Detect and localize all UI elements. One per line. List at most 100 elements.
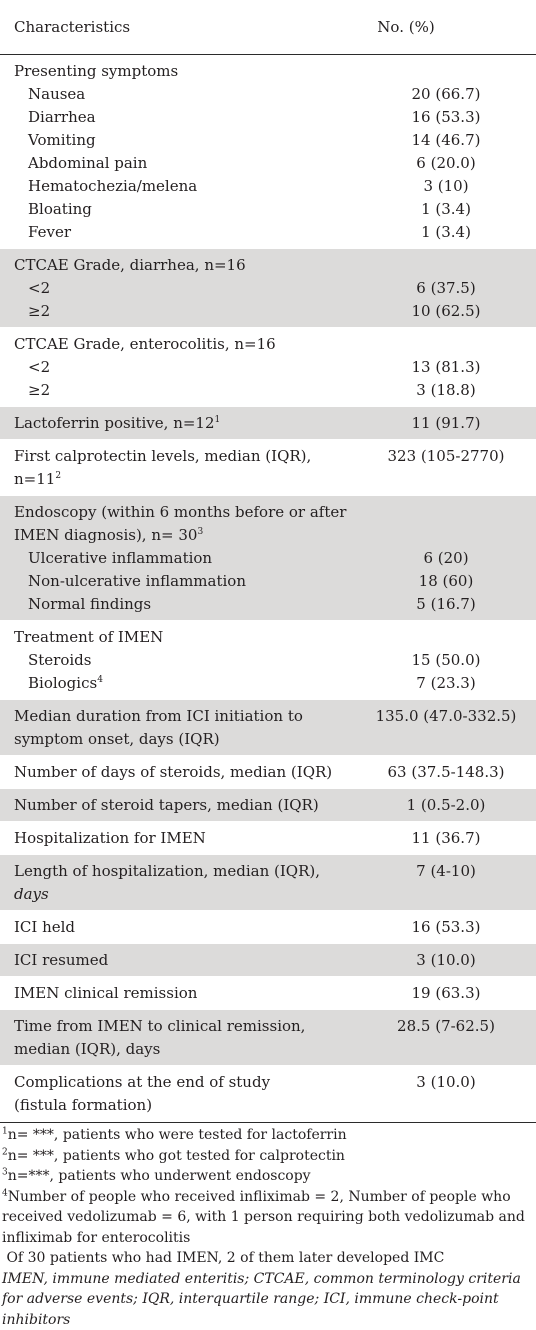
row-label: Hematochezia/melena <box>0 175 356 198</box>
header-count-percent: No. (%) <box>316 18 536 36</box>
table-row: CTCAE Grade, diarrhea, n=16 <box>0 254 536 277</box>
footnote-text: IMEN, immune mediated enteritis; CTCAE, … <box>2 1271 525 1328</box>
row-label: Presenting symptoms <box>0 60 356 83</box>
row-label: <2 <box>0 356 356 379</box>
row-label: (fistula formation) <box>0 1094 356 1117</box>
footnote-text: n= ***, patients who got tested for calp… <box>8 1148 345 1164</box>
row-value: 323 (105-2770) <box>356 445 536 468</box>
footnotes: 1n= ***, patients who were tested for la… <box>0 1122 536 1330</box>
row-label: Bloating <box>0 198 356 221</box>
row-label: Normal findings <box>0 593 356 616</box>
table-section: First calprotectin levels, median (IQR),… <box>0 440 536 496</box>
row-value: 3 (18.8) <box>356 379 536 402</box>
row-label: symptom onset, days (IQR) <box>0 728 356 751</box>
row-label: Abdominal pain <box>0 152 356 175</box>
row-label: Lactoferrin positive, n=121 <box>0 412 356 435</box>
footnote: 2n= ***, patients who got tested for cal… <box>2 1146 536 1167</box>
row-label: Vomiting <box>0 129 356 152</box>
row-label: CTCAE Grade, diarrhea, n=16 <box>0 254 356 277</box>
row-label: Number of days of steroids, median (IQR) <box>0 761 356 784</box>
row-label: Diarrhea <box>0 106 356 129</box>
row-value: 13 (81.3) <box>356 356 536 379</box>
characteristics-table: Characteristics No. (%) Presenting sympt… <box>0 0 536 1122</box>
table-row: median (IQR), days <box>0 1038 536 1061</box>
table-section: Number of days of steroids, median (IQR)… <box>0 756 536 789</box>
footnote-marker: 2 <box>55 471 61 481</box>
footnote-marker: 3 <box>197 527 203 537</box>
table-section: Endoscopy (within 6 months before or aft… <box>0 496 536 621</box>
row-value: 7 (23.3) <box>356 672 536 695</box>
table-section: Length of hospitalization, median (IQR),… <box>0 855 536 911</box>
table-row: First calprotectin levels, median (IQR),… <box>0 445 536 491</box>
table-row: Endoscopy (within 6 months before or aft… <box>0 501 536 524</box>
row-label: Endoscopy (within 6 months before or aft… <box>0 501 356 524</box>
table-row: symptom onset, days (IQR) <box>0 728 536 751</box>
row-value: 14 (46.7) <box>356 129 536 152</box>
footnote: IMEN, immune mediated enteritis; CTCAE, … <box>2 1269 536 1330</box>
row-value: 28.5 (7-62.5) <box>356 1015 536 1038</box>
footnote-text: Number of people who received infliximab… <box>2 1189 529 1246</box>
row-label: ICI resumed <box>0 949 356 972</box>
row-value: 19 (63.3) <box>356 982 536 1005</box>
row-label: First calprotectin levels, median (IQR),… <box>0 445 356 491</box>
footnote-text: n= ***, patients who were tested for lac… <box>8 1127 347 1143</box>
footnote: Of 30 patients who had IMEN, 2 of them l… <box>2 1248 536 1269</box>
row-label: Ulcerative inflammation <box>0 547 356 570</box>
footnote-text: Of 30 patients who had IMEN, 2 of them l… <box>2 1250 444 1266</box>
row-label: Steroids <box>0 649 356 672</box>
row-label: Time from IMEN to clinical remission, <box>0 1015 356 1038</box>
row-label: Hospitalization for IMEN <box>0 827 356 850</box>
row-label: Complications at the end of study <box>0 1071 356 1094</box>
row-value: 135.0 (47.0-332.5) <box>356 705 536 728</box>
row-value: 11 (36.7) <box>356 827 536 850</box>
row-value: 3 (10) <box>356 175 536 198</box>
row-value: 16 (53.3) <box>356 106 536 129</box>
row-label: ICI held <box>0 916 356 939</box>
row-value: 15 (50.0) <box>356 649 536 672</box>
row-value: 6 (37.5) <box>356 277 536 300</box>
footnote: 3n=***, patients who underwent endoscopy <box>2 1166 536 1187</box>
table-row: Number of days of steroids, median (IQR)… <box>0 761 536 784</box>
row-value: 10 (62.5) <box>356 300 536 323</box>
row-label: ≥2 <box>0 300 356 323</box>
table-row: IMEN diagnosis), n= 303 <box>0 524 536 547</box>
row-value: 3 (10.0) <box>356 949 536 972</box>
row-label: Length of hospitalization, median (IQR),… <box>0 860 356 906</box>
footnote-marker: 4 <box>97 675 103 685</box>
table-row: (fistula formation) <box>0 1094 536 1117</box>
table-row: Presenting symptoms <box>0 60 536 83</box>
table-row: Time from IMEN to clinical remission,28.… <box>0 1015 536 1038</box>
row-label: Median duration from ICI initiation to <box>0 705 356 728</box>
row-label: ≥2 <box>0 379 356 402</box>
footnote-marker: 1 <box>215 415 221 425</box>
row-value: 11 (91.7) <box>356 412 536 435</box>
row-value: 6 (20) <box>356 547 536 570</box>
table-section: Number of steroid tapers, median (IQR)1 … <box>0 789 536 822</box>
header-characteristics: Characteristics <box>0 18 316 36</box>
row-value: 3 (10.0) <box>356 1071 536 1094</box>
